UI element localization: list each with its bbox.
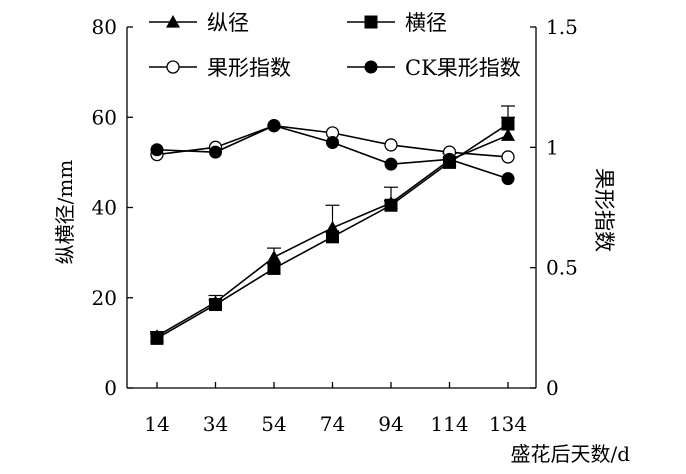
x-tick-label: 74 (320, 412, 345, 436)
data-point (501, 128, 515, 141)
data-point (443, 152, 456, 166)
data-point (267, 250, 281, 263)
series-layer (150, 105, 515, 345)
legend-marker (166, 15, 180, 28)
legend-label: 果形指数 (207, 56, 291, 80)
legend-label: 横径 (405, 11, 447, 35)
legend-item-4: CK果形指数 (347, 56, 521, 80)
left-tick-label: 0 (104, 376, 117, 400)
right-tick-label: 1 (546, 135, 559, 159)
data-point (501, 150, 515, 164)
x-ticks: 14 34 54 74 94 114 134 (144, 382, 527, 436)
data-point (384, 157, 398, 171)
legend-marker (364, 15, 378, 29)
data-point (209, 145, 222, 159)
data-point (267, 119, 281, 133)
right-tick-label: 0.5 (546, 256, 578, 280)
data-point (150, 143, 164, 157)
data-point (326, 230, 339, 244)
y-axis-label-left: 纵横径/mm (53, 160, 77, 265)
data-point (384, 138, 398, 152)
right-y-ticks: 0 0.5 1 1.5 (530, 15, 578, 400)
data-point (209, 298, 222, 312)
left-tick-label: 80 (92, 15, 117, 39)
plot-frame (126, 27, 537, 389)
legend-marker (364, 60, 378, 74)
x-tick-label: 54 (261, 412, 286, 436)
x-tick-label: 34 (203, 412, 228, 436)
left-y-ticks: 0 20 40 60 80 (92, 15, 133, 400)
y-axis-label-right: 果形指数 (592, 168, 616, 252)
left-tick-label: 20 (92, 286, 117, 310)
right-tick-label: 1.5 (546, 15, 578, 39)
data-point (501, 117, 515, 131)
x-tick-label: 14 (144, 412, 169, 436)
data-point (267, 261, 281, 275)
data-point (326, 136, 339, 150)
right-tick-label: 0 (546, 376, 559, 400)
legend-marker (166, 60, 180, 74)
data-point (384, 198, 398, 212)
left-tick-label: 40 (92, 196, 117, 220)
x-tick-label: 134 (489, 412, 527, 436)
data-point (150, 331, 164, 345)
left-tick-label: 60 (92, 105, 117, 129)
legend-label: CK果形指数 (405, 56, 521, 80)
data-point (325, 220, 340, 234)
legend-item-2: 横径 (347, 11, 447, 35)
x-axis-label: 盛花后天数/d (510, 442, 630, 466)
legend-item-3: 果形指数 (149, 56, 291, 80)
x-tick-label: 94 (378, 412, 403, 436)
data-point (501, 172, 515, 186)
x-tick-label: 114 (430, 412, 468, 436)
series-4 (150, 119, 515, 186)
legend-item-1: 纵径 (149, 11, 249, 35)
legend-label: 纵径 (207, 11, 249, 35)
